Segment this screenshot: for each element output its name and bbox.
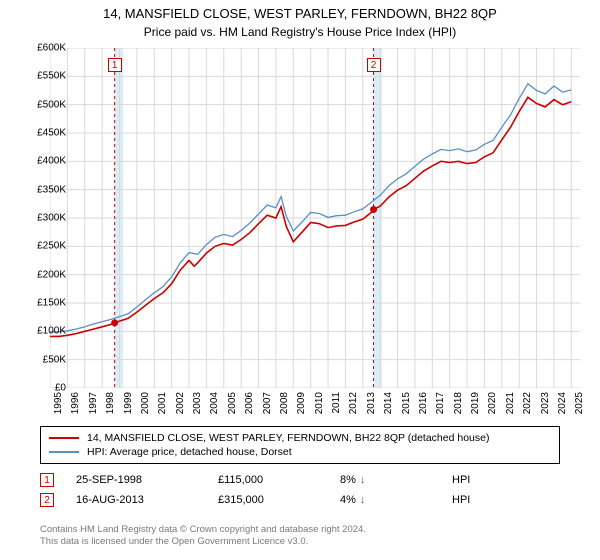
x-tick-label: 1996: [70, 392, 81, 414]
y-tick-label: £200K: [20, 269, 66, 280]
legend-row: 14, MANSFIELD CLOSE, WEST PARLEY, FERNDO…: [49, 431, 551, 445]
y-tick-label: £50K: [20, 354, 66, 365]
sales-table: 1 25-SEP-1998 £115,000 8%↓ HPI 2 16-AUG-2013 £3…: [40, 470, 560, 510]
x-tick-label: 2015: [401, 392, 412, 414]
x-tick-label: 2014: [383, 392, 394, 414]
x-tick-label: 2002: [175, 392, 186, 414]
legend-box: 14, MANSFIELD CLOSE, WEST PARLEY, FERNDO…: [40, 426, 560, 464]
x-tick-label: 2023: [540, 392, 551, 414]
sale-hpi-label: HPI: [452, 474, 482, 486]
x-tick-label: 2007: [262, 392, 273, 414]
chart-area: [50, 48, 580, 388]
x-tick-label: 2019: [470, 392, 481, 414]
line-chart-svg: [50, 48, 580, 388]
sale-date: 25-SEP-1998: [76, 474, 196, 486]
legend-swatch: [49, 437, 79, 439]
legend-label: 14, MANSFIELD CLOSE, WEST PARLEY, FERNDO…: [87, 432, 489, 444]
x-tick-label: 2003: [192, 392, 203, 414]
x-tick-label: 2010: [314, 392, 325, 414]
y-tick-label: £250K: [20, 241, 66, 252]
y-tick-label: £450K: [20, 128, 66, 139]
y-tick-label: £150K: [20, 298, 66, 309]
x-tick-label: 2008: [279, 392, 290, 414]
y-tick-label: £400K: [20, 156, 66, 167]
x-tick-label: 2009: [296, 392, 307, 414]
x-tick-label: 2006: [244, 392, 255, 414]
x-tick-label: 2025: [574, 392, 585, 414]
sale-price: £115,000: [218, 474, 318, 486]
x-tick-label: 2005: [227, 392, 238, 414]
footer-line-2: This data is licensed under the Open Gov…: [40, 536, 560, 548]
x-tick-label: 2018: [453, 392, 464, 414]
chart-subtitle: Price paid vs. HM Land Registry's House …: [0, 23, 600, 39]
x-tick-label: 1998: [105, 392, 116, 414]
x-tick-label: 2013: [366, 392, 377, 414]
sale-hpi-label: HPI: [452, 494, 482, 506]
x-tick-label: 2022: [522, 392, 533, 414]
legend-row: HPI: Average price, detached house, Dors…: [49, 445, 551, 459]
arrow-down-icon: ↓: [360, 494, 366, 506]
y-tick-label: £350K: [20, 184, 66, 195]
footer-line-1: Contains HM Land Registry data © Crown c…: [40, 524, 560, 536]
y-tick-label: £500K: [20, 99, 66, 110]
arrow-down-icon: ↓: [360, 474, 366, 486]
sale-marker-cell: 1: [40, 473, 54, 487]
sale-row: 2 16-AUG-2013 £315,000 4%↓ HPI: [40, 490, 560, 510]
y-tick-label: £600K: [20, 43, 66, 54]
sale-date: 16-AUG-2013: [76, 494, 196, 506]
x-tick-label: 2016: [418, 392, 429, 414]
x-tick-label: 2017: [435, 392, 446, 414]
x-tick-label: 1995: [53, 392, 64, 414]
y-tick-label: £550K: [20, 71, 66, 82]
x-tick-label: 2011: [331, 392, 342, 414]
sale-row: 1 25-SEP-1998 £115,000 8%↓ HPI: [40, 470, 560, 490]
x-tick-label: 2012: [348, 392, 359, 414]
sale-price: £315,000: [218, 494, 318, 506]
legend-swatch: [49, 451, 79, 453]
x-tick-label: 2000: [140, 392, 151, 414]
y-tick-label: £100K: [20, 326, 66, 337]
y-tick-label: £300K: [20, 213, 66, 224]
x-tick-label: 1997: [88, 392, 99, 414]
sale-marker-1: 1: [108, 58, 122, 72]
sale-marker-2: 2: [367, 58, 381, 72]
legend-label: HPI: Average price, detached house, Dors…: [87, 446, 292, 458]
x-tick-label: 2024: [557, 392, 568, 414]
x-tick-label: 2021: [505, 392, 516, 414]
sale-change: 4%↓: [340, 494, 430, 506]
sale-change: 8%↓: [340, 474, 430, 486]
sale-marker-cell: 2: [40, 493, 54, 507]
x-tick-label: 2001: [157, 392, 168, 414]
x-tick-label: 1999: [123, 392, 134, 414]
x-tick-label: 2004: [209, 392, 220, 414]
x-tick-label: 2020: [487, 392, 498, 414]
chart-title: 14, MANSFIELD CLOSE, WEST PARLEY, FERNDO…: [0, 0, 600, 23]
footer-credits: Contains HM Land Registry data © Crown c…: [40, 524, 560, 549]
